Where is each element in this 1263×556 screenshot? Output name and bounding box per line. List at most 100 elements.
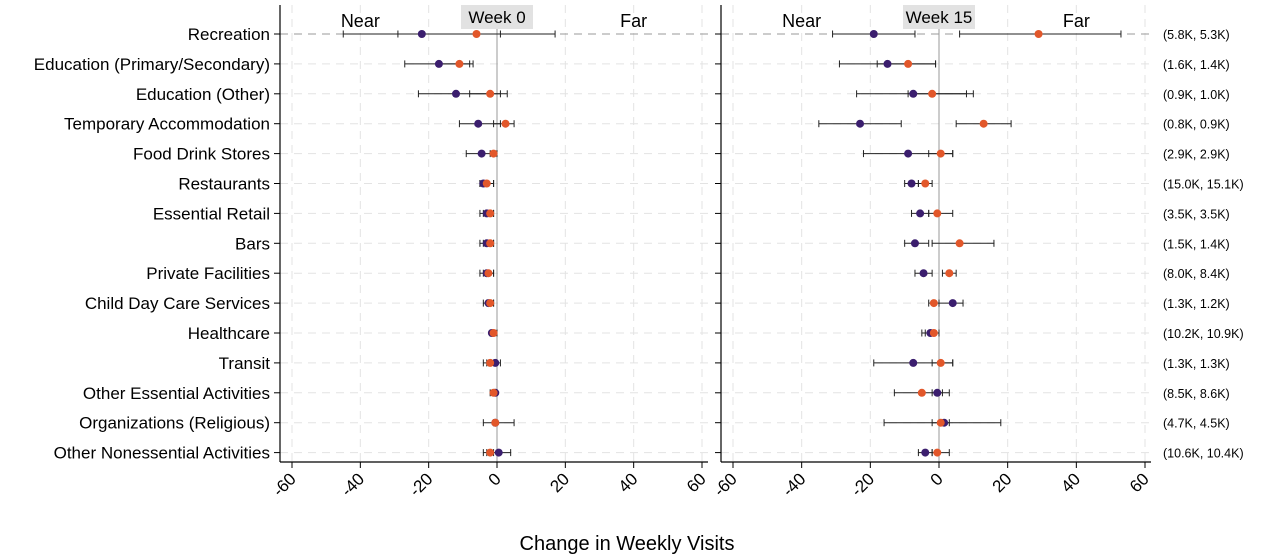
near-annotation: Near	[782, 11, 821, 31]
near-point	[910, 239, 919, 248]
category-label: Healthcare	[188, 324, 270, 343]
far-point	[484, 269, 493, 278]
x-tick-label: 0	[485, 469, 505, 489]
far-point	[928, 89, 937, 98]
count-label: (0.8K, 0.9K)	[1163, 118, 1230, 132]
near-point	[477, 149, 486, 158]
far-point	[933, 448, 942, 457]
x-tick-label: 20	[546, 469, 573, 496]
far-point	[489, 149, 498, 158]
far-point	[486, 358, 495, 367]
far-point	[955, 239, 964, 248]
category-label: Recreation	[188, 25, 270, 44]
category-label: Other Nonessential Activities	[54, 444, 270, 463]
count-label: (10.6K, 10.4K)	[1163, 447, 1244, 461]
far-point	[904, 59, 913, 68]
near-point	[933, 388, 942, 397]
category-label: Private Facilities	[146, 264, 270, 283]
near-point	[904, 149, 913, 158]
x-tick-label: -20	[406, 469, 437, 500]
count-label: (1.6K, 1.4K)	[1163, 58, 1230, 72]
category-label: Transit	[219, 354, 271, 373]
near-point	[916, 209, 925, 218]
far-point	[945, 269, 954, 278]
category-label: Bars	[235, 234, 270, 253]
count-label: (2.9K, 2.9K)	[1163, 148, 1230, 162]
category-label: Organizations (Religious)	[79, 414, 270, 433]
x-tick-label: 60	[1126, 469, 1153, 496]
far-point	[936, 149, 945, 158]
category-label: Education (Other)	[136, 85, 270, 104]
far-point	[933, 209, 942, 218]
count-label: (1.3K, 1.2K)	[1163, 297, 1230, 311]
near-point	[856, 119, 865, 128]
category-label: Education (Primary/Secondary)	[34, 55, 270, 74]
near-point	[474, 119, 483, 128]
panel-title: Week 15	[906, 8, 973, 27]
far-annotation: Far	[620, 11, 647, 31]
panel-title: Week 0	[468, 8, 525, 27]
far-point	[1034, 30, 1043, 38]
category-label: Food Drink Stores	[133, 145, 270, 164]
near-point	[417, 30, 426, 38]
x-tick-label: -60	[269, 469, 300, 500]
far-point	[929, 329, 938, 337]
x-axis-title: Change in Weekly Visits	[520, 533, 735, 555]
far-point	[491, 418, 500, 427]
near-point	[452, 89, 460, 98]
count-label: (15.0K, 15.1K)	[1163, 178, 1244, 192]
far-point	[486, 299, 495, 308]
x-tick-label: 40	[1057, 469, 1084, 496]
category-label: Child Day Care Services	[85, 294, 270, 313]
far-point	[486, 448, 495, 457]
category-label: Essential Retail	[153, 204, 270, 223]
far-point	[936, 358, 945, 367]
far-point	[917, 388, 926, 397]
far-point	[936, 418, 945, 427]
panel-title-strip	[903, 5, 975, 29]
category-label: Restaurants	[178, 175, 270, 194]
far-point	[486, 89, 495, 98]
x-tick-label: 60	[683, 469, 710, 496]
far-point	[486, 239, 495, 248]
category-label: Temporary Accommodation	[64, 115, 270, 134]
near-point	[909, 89, 918, 98]
near-point	[883, 59, 892, 68]
x-tick-label: 40	[615, 469, 642, 496]
far-point	[455, 59, 464, 68]
far-point	[489, 388, 498, 397]
count-label: (8.5K, 8.6K)	[1163, 387, 1230, 401]
far-point	[929, 299, 938, 308]
far-annotation: Far	[1063, 11, 1090, 31]
count-label: (10.2K, 10.9K)	[1163, 327, 1244, 341]
count-label: (4.7K, 4.5K)	[1163, 417, 1230, 431]
count-label: (1.3K, 1.3K)	[1163, 357, 1230, 371]
near-point	[909, 358, 918, 367]
count-label: (8.0K, 8.4K)	[1163, 267, 1230, 281]
category-label: Other Essential Activities	[83, 384, 270, 403]
count-label: (1.5K, 1.4K)	[1163, 237, 1230, 251]
near-point	[907, 179, 916, 188]
x-tick-label: -20	[847, 469, 878, 500]
near-point	[494, 448, 503, 457]
x-tick-label: -40	[779, 469, 810, 500]
far-point	[979, 119, 988, 128]
x-tick-label: 20	[989, 469, 1016, 496]
x-tick-label: -40	[337, 469, 368, 500]
far-point	[482, 179, 491, 188]
count-label: (3.5K, 3.5K)	[1163, 207, 1230, 221]
x-tick-label: 0	[927, 469, 947, 489]
near-point	[434, 59, 443, 68]
x-tick-label: -60	[710, 469, 741, 500]
far-point	[501, 119, 510, 128]
near-annotation: Near	[341, 11, 380, 31]
far-point	[921, 179, 930, 188]
far-point	[472, 30, 481, 38]
count-label: (5.8K, 5.3K)	[1163, 28, 1230, 42]
count-label: (0.9K, 1.0K)	[1163, 88, 1230, 102]
far-point	[486, 209, 495, 218]
near-point	[948, 299, 957, 308]
near-point	[919, 269, 928, 278]
near-point	[869, 30, 878, 38]
